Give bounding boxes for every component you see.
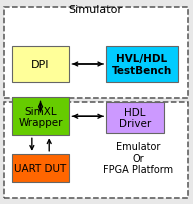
Bar (4, 8, 188, 99)
Text: DPI: DPI (31, 60, 50, 70)
Text: SimXL
Wrapper: SimXL Wrapper (18, 106, 63, 128)
Bar (12, 154, 69, 183)
Text: Simulator: Simulator (69, 5, 123, 15)
Bar (4, 102, 188, 198)
Text: UART DUT: UART DUT (14, 163, 67, 173)
Bar (12, 47, 69, 83)
Bar (106, 47, 178, 83)
Text: HDL
Driver: HDL Driver (119, 107, 151, 129)
Text: HVL/HDL
TestBench: HVL/HDL TestBench (112, 54, 172, 75)
Bar (12, 98, 69, 136)
Bar (106, 102, 164, 134)
Text: Emulator
Or
FPGA Platform: Emulator Or FPGA Platform (103, 142, 173, 175)
